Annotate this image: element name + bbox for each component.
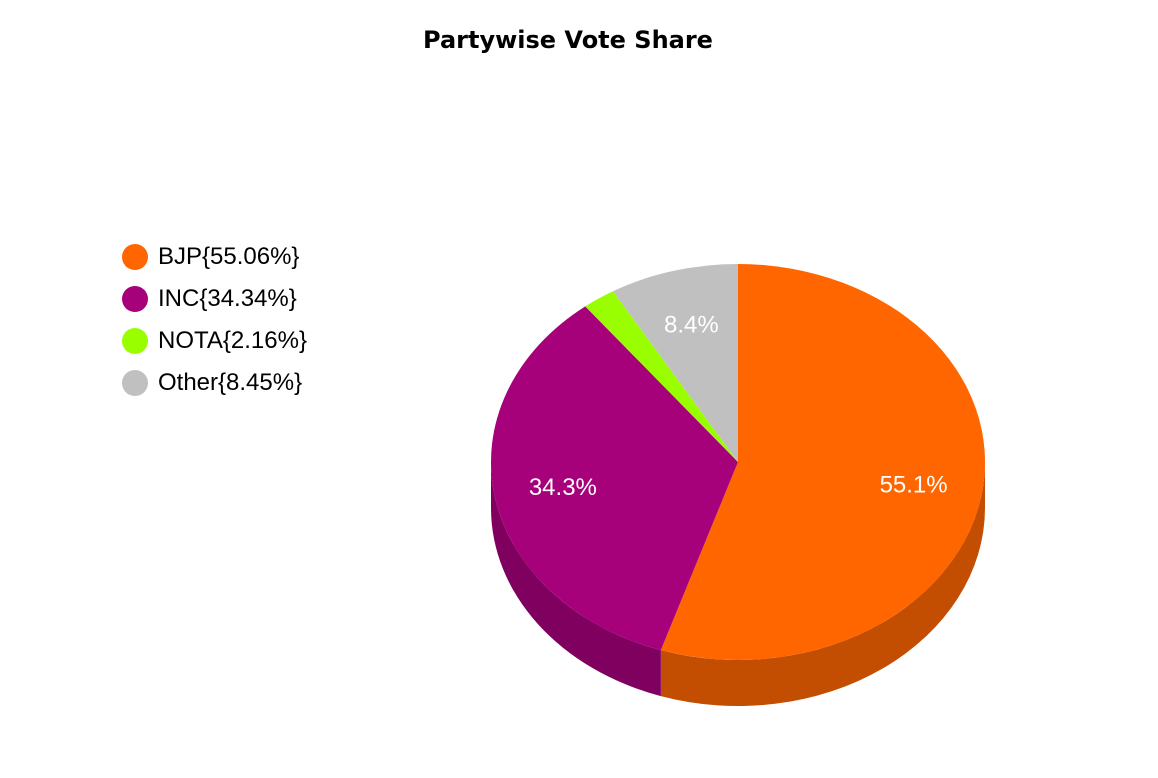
chart-legend: BJP{55.06%} INC{34.34%} NOTA{2.16%} Othe…: [122, 236, 307, 404]
legend-item-bjp[interactable]: BJP{55.06%}: [122, 236, 307, 278]
legend-marker-other: [122, 370, 148, 396]
slice-label-inc: 34.3%: [529, 474, 597, 501]
legend-marker-nota: [122, 328, 148, 354]
pie-slice-inc[interactable]: [490, 306, 738, 651]
pie-slice-nota[interactable]: [585, 291, 738, 462]
legend-label-nota: NOTA{2.16%}: [158, 327, 307, 354]
pie-side-bjp: [660, 462, 985, 706]
pie-sides: [491, 462, 985, 706]
pie-slices: [490, 264, 985, 660]
legend-label-inc: INC{34.34%}: [158, 285, 297, 312]
chart-title: Partywise Vote Share: [423, 26, 713, 54]
legend-marker-bjp: [122, 244, 148, 270]
pie-labels: 55.1% 34.3% 8.4%: [529, 311, 948, 500]
pie-slice-bjp[interactable]: [660, 264, 985, 660]
legend-marker-inc: [122, 286, 148, 312]
slice-label-other: 8.4%: [664, 311, 719, 338]
slice-label-bjp: 55.1%: [880, 472, 948, 499]
pie-slice-other[interactable]: [612, 264, 738, 462]
legend-item-nota[interactable]: NOTA{2.16%}: [122, 320, 307, 362]
legend-item-other[interactable]: Other{8.45%}: [122, 362, 307, 404]
legend-label-other: Other{8.45%}: [158, 369, 303, 396]
pie-side-inc: [491, 462, 661, 697]
legend-item-inc[interactable]: INC{34.34%}: [122, 278, 307, 320]
legend-label-bjp: BJP{55.06%}: [158, 243, 300, 270]
